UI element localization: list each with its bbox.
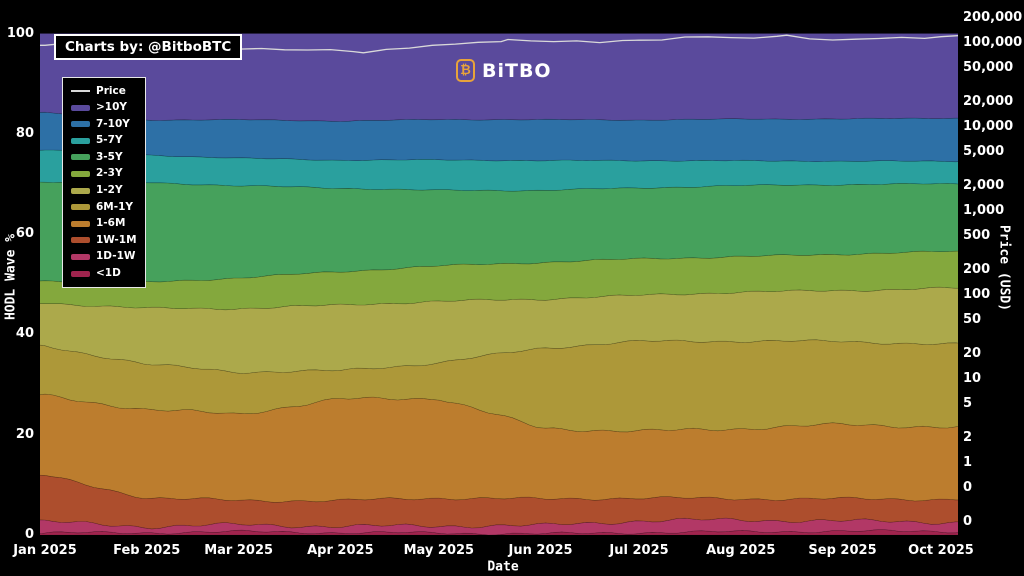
x-tick-label: Aug 2025 xyxy=(706,543,776,558)
legend-color-swatch xyxy=(71,237,90,244)
legend-item: 1W-1M xyxy=(71,234,137,246)
attribution-text: Charts by: @BitboBTC xyxy=(65,39,232,55)
chart-legend: Price >10Y 7-10Y 5-7Y 3-5Y 2-3Y 1-2Y 6M-1Y 1-6M 1… xyxy=(62,77,146,288)
band->10Y xyxy=(40,33,958,122)
y-right-tick-label: 20,000 xyxy=(963,93,1014,109)
y-right-tick-label: 5,000 xyxy=(963,144,1005,160)
y-axis-right-title: Price (USD) xyxy=(996,224,1012,312)
legend-item: 5-7Y xyxy=(71,135,137,147)
y-left-tick-label: 60 xyxy=(15,226,34,242)
y-right-tick-label: 200,000 xyxy=(963,9,1023,25)
y-right-tick-label: 20 xyxy=(963,345,982,361)
legend-label: 5-7Y xyxy=(96,134,123,147)
legend-color-swatch xyxy=(71,253,90,260)
y-right-tick-label: 100 xyxy=(963,287,991,302)
legend-color-swatch xyxy=(71,170,90,177)
legend-label: <1D xyxy=(96,267,121,280)
legend-item: 7-10Y xyxy=(71,118,137,130)
x-tick-label: Apr 2025 xyxy=(307,543,374,558)
legend-item: Price xyxy=(71,85,137,97)
y-right-tick-label: 1 xyxy=(963,455,973,470)
y-right-tick-label: 5 xyxy=(963,396,973,412)
legend-label: 3-5Y xyxy=(96,150,123,163)
y-axis-left-title: HODL Wave % xyxy=(3,233,19,321)
legend-color-swatch xyxy=(71,154,90,161)
bitbo-logo: ₿ BiTBO xyxy=(456,59,552,82)
x-tick-label: Jan 2025 xyxy=(13,543,77,558)
legend-item: <1D xyxy=(71,268,137,280)
y-right-tick-label: 2,000 xyxy=(963,177,1005,193)
y-left-tick-label: 20 xyxy=(15,426,34,442)
legend-label: 1-2Y xyxy=(96,184,123,197)
bitbo-logo-text: BiTBO xyxy=(482,59,552,82)
legend-item: 6M-1Y xyxy=(71,201,137,213)
legend-color-swatch xyxy=(71,187,90,194)
legend-label: 7-10Y xyxy=(96,117,130,130)
x-tick-label: Jun 2025 xyxy=(508,543,573,558)
y-right-tick-label: 1,000 xyxy=(963,203,1005,218)
legend-label: Price xyxy=(96,84,126,97)
y-left-tick-label: 40 xyxy=(15,326,34,342)
legend-label: 1D-1W xyxy=(96,250,136,263)
bitcoin-badge-icon: ₿ xyxy=(456,59,475,82)
y-right-tick-label: 0 xyxy=(963,480,973,496)
legend-color-swatch xyxy=(71,137,90,144)
legend-label: 6M-1Y xyxy=(96,200,134,213)
x-tick-label: May 2025 xyxy=(403,543,475,558)
legend-label: 1W-1M xyxy=(96,233,137,246)
x-tick-label: Oct 2025 xyxy=(908,543,974,558)
y-right-tick-label: 50,000 xyxy=(963,60,1014,76)
y-left-tick-label: 0 xyxy=(24,527,34,542)
x-tick-label: Mar 2025 xyxy=(204,543,274,558)
attribution-badge: Charts by: @BitboBTC xyxy=(54,34,243,60)
legend-color-swatch xyxy=(71,204,90,211)
x-tick-label: Feb 2025 xyxy=(113,543,181,558)
y-left-tick-label: 100 xyxy=(6,25,34,41)
legend-item: 1-2Y xyxy=(71,185,137,197)
legend-color-swatch xyxy=(71,121,90,128)
legend-color-swatch xyxy=(71,270,90,277)
legend-label: 2-3Y xyxy=(96,167,123,180)
y-right-tick-label: 10,000 xyxy=(963,119,1014,134)
x-tick-label: Sep 2025 xyxy=(808,543,877,558)
y-right-tick-label: 100,000 xyxy=(963,35,1023,50)
legend-item: 1-6M xyxy=(71,218,137,230)
y-right-tick-label: 50 xyxy=(963,312,982,328)
x-tick-label: Jul 2025 xyxy=(609,543,669,558)
legend-label: >10Y xyxy=(96,101,128,114)
legend-item: 3-5Y xyxy=(71,151,137,163)
y-left-tick-label: 80 xyxy=(15,125,34,141)
legend-item: 2-3Y xyxy=(71,168,137,180)
legend-item: >10Y xyxy=(71,102,137,114)
y-right-tick-label: 500 xyxy=(963,228,991,244)
legend-price-line-swatch xyxy=(71,90,90,92)
y-right-tick-label: 0 xyxy=(963,513,973,529)
x-axis-title: Date xyxy=(487,559,519,575)
plot-area xyxy=(40,33,958,536)
legend-color-swatch xyxy=(71,220,90,227)
legend-item: 1D-1W xyxy=(71,251,137,263)
legend-color-swatch xyxy=(71,104,90,111)
y-right-tick-label: 2 xyxy=(963,429,973,445)
y-right-tick-label: 10 xyxy=(963,371,982,386)
legend-label: 1-6M xyxy=(96,217,126,230)
y-right-tick-label: 200 xyxy=(963,261,991,277)
